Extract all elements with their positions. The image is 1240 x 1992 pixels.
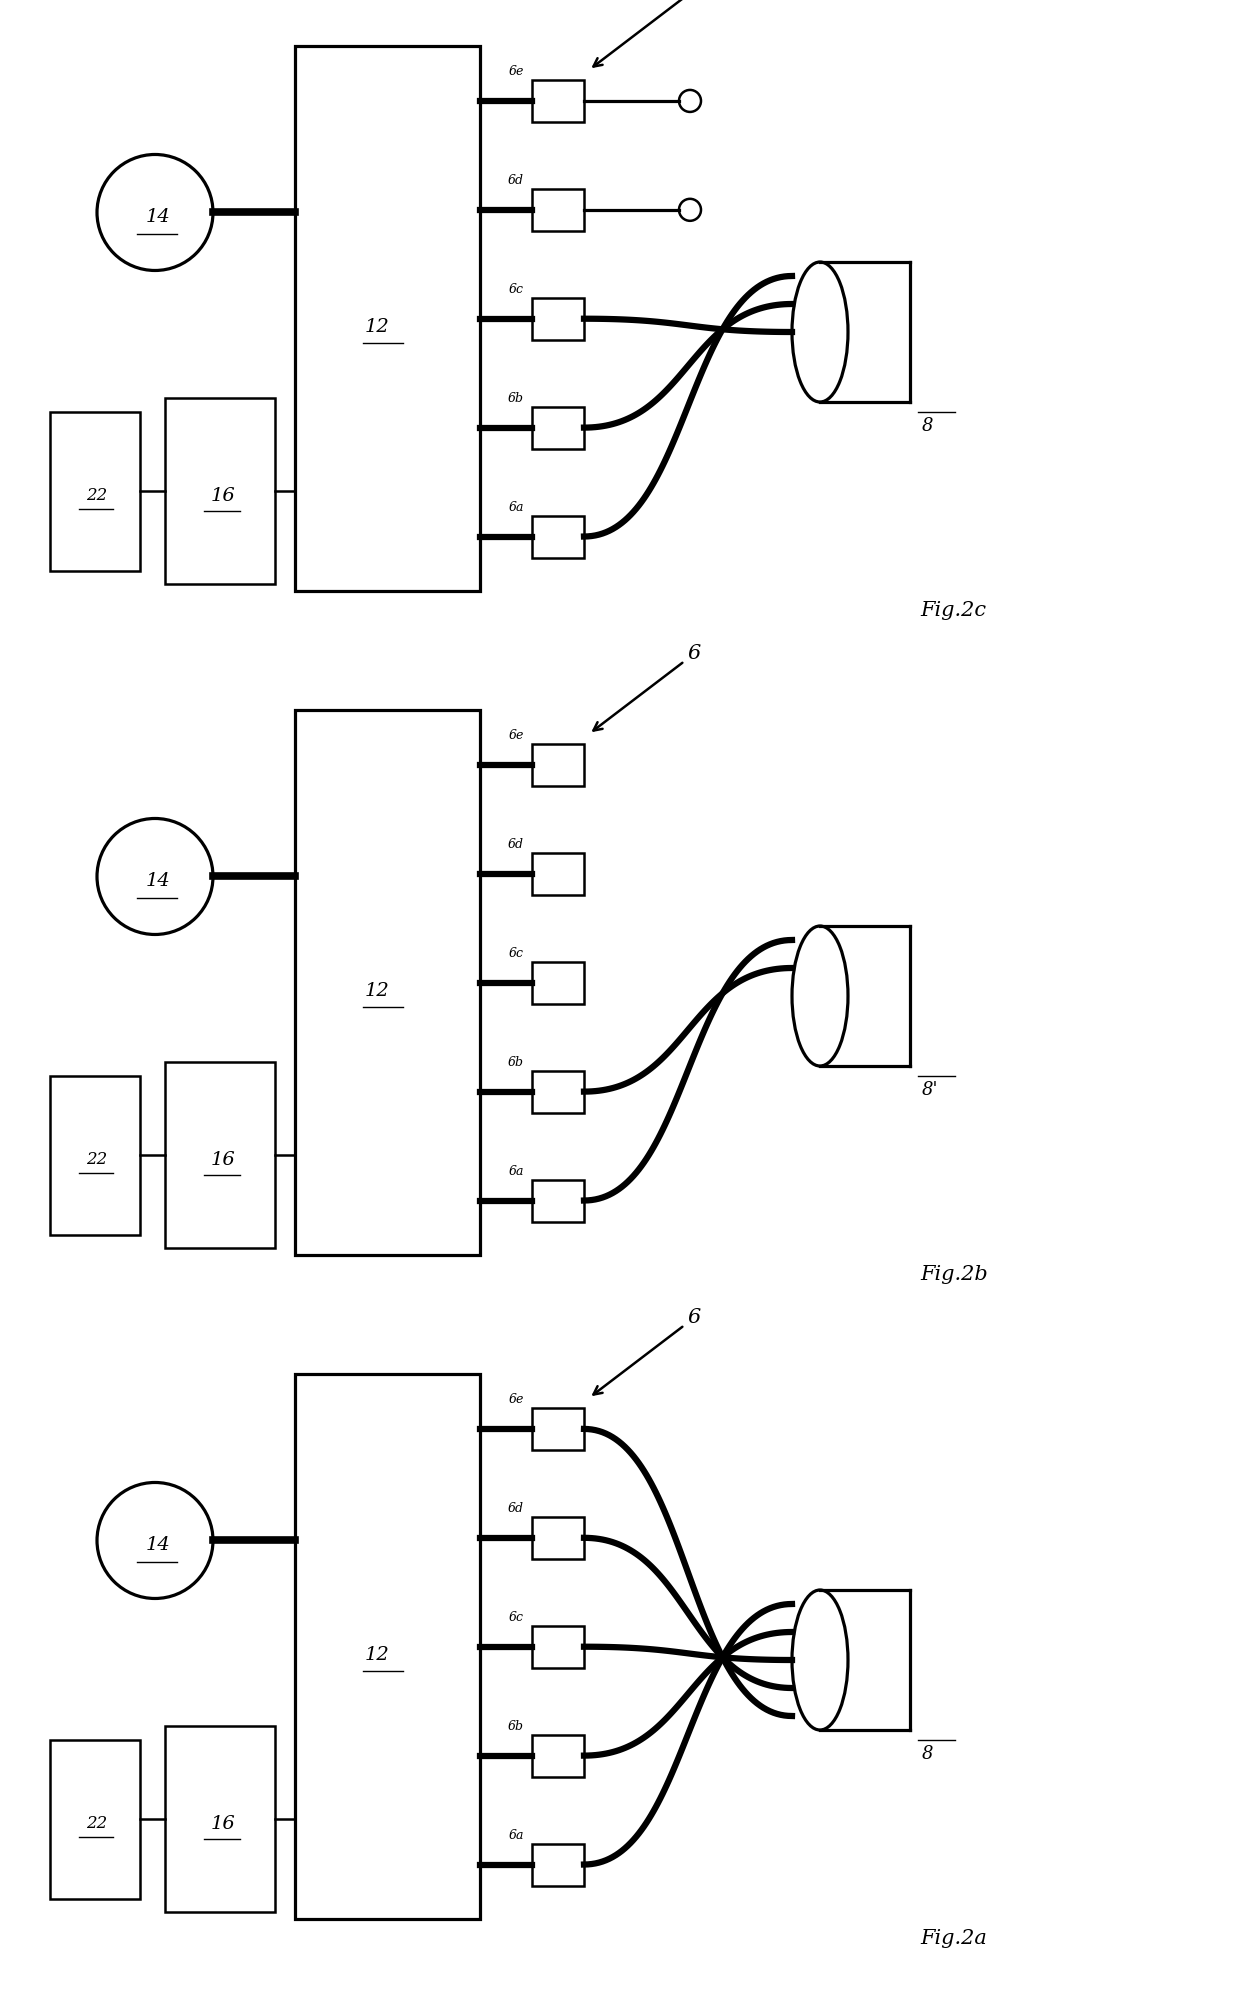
Bar <box>50 1739 140 1898</box>
Text: Fig.2a: Fig.2a <box>920 1930 987 1948</box>
Bar <box>532 1843 584 1886</box>
Text: 8: 8 <box>923 416 934 434</box>
Bar <box>50 412 140 572</box>
Bar <box>532 1735 584 1777</box>
Bar <box>532 853 584 894</box>
Text: 6d: 6d <box>508 173 525 187</box>
Text: 12: 12 <box>365 317 389 337</box>
Text: 14: 14 <box>145 872 170 890</box>
Text: 22: 22 <box>87 1815 108 1833</box>
Bar <box>532 80 584 122</box>
Text: 6e: 6e <box>508 1392 525 1406</box>
Bar <box>532 1070 584 1114</box>
Text: 6d: 6d <box>508 1502 525 1514</box>
Text: 6: 6 <box>594 0 701 66</box>
Bar <box>532 1516 584 1560</box>
Text: 12: 12 <box>365 1645 389 1663</box>
Text: 16: 16 <box>211 1815 236 1833</box>
Bar <box>532 189 584 231</box>
Text: 6b: 6b <box>508 1056 525 1068</box>
Text: 22: 22 <box>87 486 108 504</box>
Text: 6c: 6c <box>508 946 525 960</box>
Text: 6b: 6b <box>508 392 525 404</box>
Bar <box>295 46 480 592</box>
Text: 6c: 6c <box>508 1612 525 1623</box>
Bar <box>532 297 584 341</box>
Text: 6: 6 <box>594 1309 701 1394</box>
Bar <box>532 1408 584 1450</box>
Text: 6a: 6a <box>508 500 525 514</box>
Bar <box>165 398 275 584</box>
Text: 6b: 6b <box>508 1719 525 1733</box>
Text: 16: 16 <box>211 1151 236 1169</box>
Text: 6: 6 <box>594 645 701 731</box>
Bar <box>532 743 584 787</box>
Text: Fig.2b: Fig.2b <box>920 1265 988 1285</box>
Bar <box>532 962 584 1004</box>
Text: 6d: 6d <box>508 839 525 851</box>
Bar <box>532 516 584 558</box>
Text: Fig.2c: Fig.2c <box>920 602 986 620</box>
Text: 6a: 6a <box>508 1829 525 1841</box>
Bar <box>165 1727 275 1912</box>
Text: 16: 16 <box>211 488 236 506</box>
Bar <box>295 711 480 1255</box>
Bar <box>532 406 584 448</box>
Text: 6a: 6a <box>508 1165 525 1177</box>
Bar <box>295 1374 480 1918</box>
Text: 8': 8' <box>923 1082 939 1100</box>
Bar <box>165 1062 275 1249</box>
Text: 6c: 6c <box>508 283 525 295</box>
Text: 6e: 6e <box>508 66 525 78</box>
Text: 6e: 6e <box>508 729 525 741</box>
Text: 14: 14 <box>145 209 170 227</box>
Bar <box>50 1076 140 1235</box>
Bar <box>532 1625 584 1667</box>
Bar <box>532 1179 584 1221</box>
Text: 22: 22 <box>87 1151 108 1167</box>
Text: 8: 8 <box>923 1745 934 1763</box>
Text: 14: 14 <box>145 1536 170 1554</box>
Text: 12: 12 <box>365 982 389 1000</box>
